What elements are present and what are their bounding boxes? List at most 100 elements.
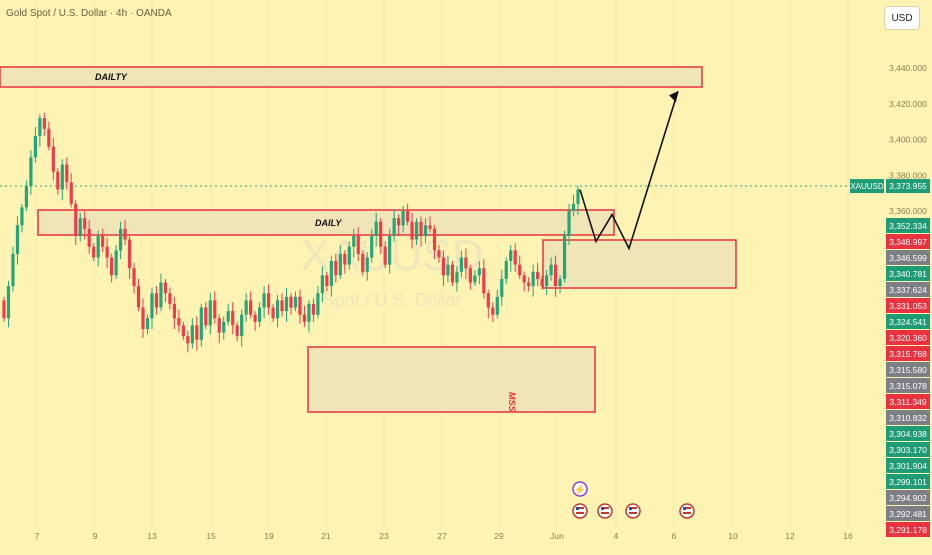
candle xyxy=(60,164,64,190)
price-label xyxy=(886,490,930,505)
candle xyxy=(522,275,526,283)
candle xyxy=(150,293,154,319)
candle xyxy=(123,228,127,240)
price-label-text: 3,340.781 xyxy=(889,269,927,279)
zone-label: DAILTY xyxy=(95,72,128,82)
price-tick: 3,400.000 xyxy=(889,135,927,145)
time-tick: 6 xyxy=(672,531,677,541)
candle xyxy=(455,271,459,283)
flag-stripe xyxy=(576,507,584,509)
price-tick: 3,440.000 xyxy=(889,63,927,73)
time-tick: Jun xyxy=(550,531,564,541)
candle xyxy=(302,314,307,322)
candle xyxy=(33,135,37,158)
candle xyxy=(87,228,91,247)
candle xyxy=(208,300,212,326)
time-tick: 21 xyxy=(321,531,331,541)
price-label-text: 3,304.938 xyxy=(889,429,927,439)
flag-stripe xyxy=(683,507,691,509)
time-tick: 16 xyxy=(843,531,853,541)
price-label-text: 3,292.481 xyxy=(889,509,927,519)
candle xyxy=(397,218,401,226)
candle xyxy=(437,250,441,258)
candle xyxy=(410,221,414,240)
currency-button[interactable]: USD xyxy=(884,6,920,30)
candle xyxy=(92,246,96,258)
price-label-text: 3,348.997 xyxy=(889,237,927,247)
candle xyxy=(145,318,150,329)
candle xyxy=(513,250,517,265)
zone-label: DAILY xyxy=(315,218,342,228)
candle xyxy=(536,271,540,279)
candle xyxy=(486,293,490,308)
candle xyxy=(383,246,387,265)
candle xyxy=(419,221,423,237)
time-tick: 19 xyxy=(264,531,274,541)
us-flag-icon xyxy=(597,503,613,519)
candle xyxy=(446,264,450,276)
candle xyxy=(190,325,194,344)
time-axis[interactable]: 7 9 13 15 19 21 23 27 29 Jun 4 6 10 12 16 xyxy=(0,528,884,550)
price-tag-value xyxy=(886,179,930,194)
candle xyxy=(42,118,46,129)
price-label xyxy=(886,474,930,489)
zone-2 xyxy=(542,239,737,289)
candle xyxy=(195,325,199,340)
candle xyxy=(334,261,338,276)
time-tick: 15 xyxy=(206,531,216,541)
flag-stripe xyxy=(629,512,637,514)
flag-stripe xyxy=(629,507,637,509)
flag-stripe xyxy=(601,507,609,509)
candle xyxy=(249,300,253,315)
price-axis[interactable]: 3,440.000 3,420.000 3,400.000 3,380.000 3,36… xyxy=(850,0,932,550)
candle xyxy=(127,239,132,269)
candle xyxy=(540,278,544,287)
candle xyxy=(154,293,159,308)
candle xyxy=(468,268,472,283)
price-label xyxy=(886,298,930,313)
candle xyxy=(423,225,428,237)
candle xyxy=(51,146,55,172)
candle xyxy=(311,303,316,315)
candle xyxy=(289,296,293,308)
candle xyxy=(244,300,248,315)
candle xyxy=(118,228,123,251)
price-label xyxy=(886,330,930,345)
candle xyxy=(414,221,419,240)
candle xyxy=(204,307,208,326)
candle xyxy=(365,257,369,272)
candle xyxy=(163,282,168,294)
candle xyxy=(240,314,244,337)
price-label xyxy=(886,282,930,297)
flag-stripe xyxy=(601,512,609,514)
price-label-text: 3,291.178 xyxy=(889,525,927,535)
candle xyxy=(329,261,333,287)
time-tick: 10 xyxy=(728,531,738,541)
candle xyxy=(293,296,298,308)
price-label-text: 3,299.101 xyxy=(889,477,927,487)
candle xyxy=(531,271,535,287)
candle xyxy=(275,300,280,319)
price-label xyxy=(886,266,930,281)
symbol-title: Gold Spot / U.S. Dollar · 4h · OANDA xyxy=(6,8,172,19)
event-icons[interactable]: ⚡ xyxy=(572,481,695,519)
price-label-text: 3,352.334 xyxy=(889,221,927,231)
price-label-text: 3,331.053 xyxy=(889,301,927,311)
candle xyxy=(401,211,405,226)
price-label xyxy=(886,506,930,521)
price-label-text: 3,294.902 xyxy=(889,493,927,503)
candle xyxy=(235,325,239,337)
candle xyxy=(562,236,567,279)
candle xyxy=(132,268,136,287)
candle xyxy=(47,128,51,147)
price-tag-symbol-text: XAUUSD xyxy=(850,182,884,191)
lightning-glyph: ⚡ xyxy=(574,483,586,496)
flag-canton xyxy=(683,507,686,510)
candle xyxy=(352,236,356,247)
candle xyxy=(441,257,446,276)
candle xyxy=(280,300,284,312)
flag-canton xyxy=(629,507,632,510)
candle xyxy=(428,225,432,229)
